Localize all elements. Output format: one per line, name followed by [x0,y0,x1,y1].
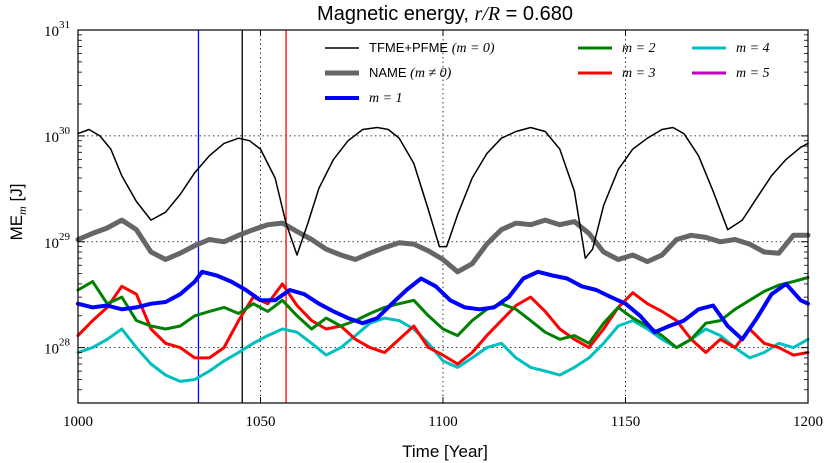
title-math: r/R [475,3,501,25]
legend-label-3: m = 2 [622,41,656,56]
series-line-3 [76,276,810,350]
x-tick-label: 1000 [63,414,93,430]
x-tick-label: 1150 [611,414,640,430]
x-tick-label: 1050 [246,414,276,430]
legend: TFME+PFME (m = 0) NAME (m ≠ 0) m = 1 m = 2 m… [325,40,770,106]
series-lines [75,126,811,383]
series-line-1 [75,217,811,275]
y-axis-label: MEm [J] [7,184,29,241]
legend-label-0: TFME+PFME (m = 0) [369,40,495,56]
legend-label-6: m = 5 [736,66,770,81]
title-prefix: Magnetic energy, [317,3,475,25]
axis-ticks: 1000 1050 1100 1150 1200 1028 1029 1030 1031 [44,19,823,430]
y-label-unit: [J] [7,184,26,207]
series-line-4 [76,282,810,366]
legend-label-1: NAME (m ≠ 0) [369,65,452,81]
vertical-markers [197,30,287,403]
x-tick-label: 1200 [793,414,823,430]
legend-label-5: m = 4 [736,41,770,56]
y-label-sub: m [15,206,29,215]
y-tick-label: 1028 [44,337,71,358]
y-label-main: ME [7,215,26,241]
series-line-0 [77,126,809,259]
x-axis-label: Time [Year] [402,442,488,461]
y-tick-label: 1030 [44,125,71,146]
legend-label-4: m = 3 [622,66,656,81]
y-tick-label: 1029 [44,231,71,252]
series-line-2 [76,269,810,342]
y-tick-label: 1031 [44,19,70,40]
title-suffix: = 0.680 [500,3,573,25]
legend-label-2: m = 1 [369,91,403,106]
x-tick-label: 1100 [428,414,457,430]
chart-title: Magnetic energy, r/R = 0.680 [317,3,573,25]
